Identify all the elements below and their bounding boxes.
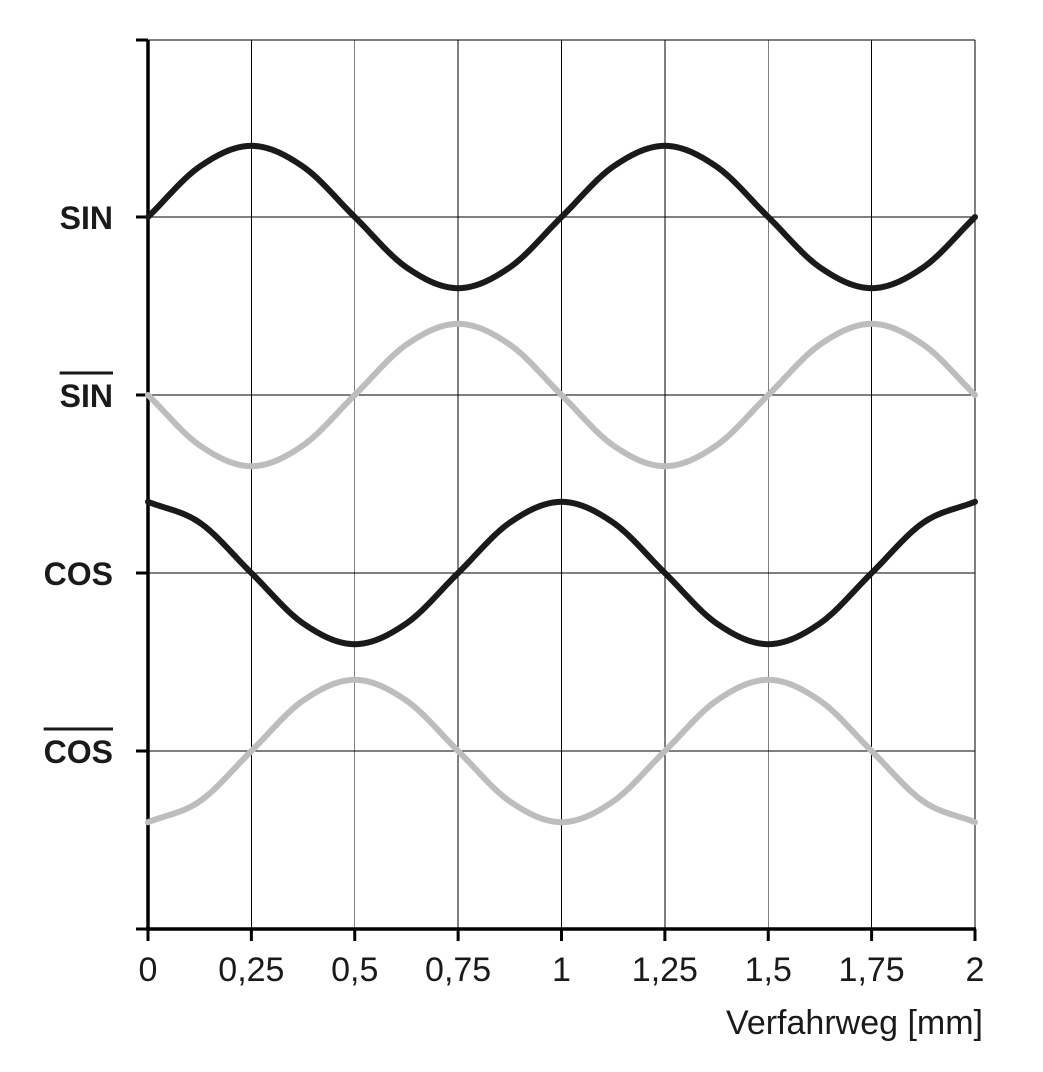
channel-label: SIN: [60, 200, 113, 236]
series-line-3: [145, 498, 978, 648]
grid: [148, 39, 976, 929]
channel-label: COS: [44, 734, 113, 770]
x-tick-label: 1: [552, 951, 571, 989]
channel-label: SIN: [60, 378, 113, 414]
series-line-2: [145, 320, 978, 470]
x-tick-label: 0,25: [218, 951, 284, 989]
x-tick-label: 1,25: [632, 951, 698, 989]
series-line-4: [145, 676, 978, 826]
x-tick-label: 1,75: [839, 951, 905, 989]
x-tick-label: 0,75: [425, 951, 491, 989]
x-axis-label: Verfahrweg [mm]: [726, 1004, 983, 1042]
series-line-1: [145, 142, 978, 292]
channel-label: COS: [44, 556, 113, 592]
series-group: [145, 142, 978, 826]
labels: 0 0,25 0,5 0,75 1 1,25 1,5 1,75 2 Verfahrweg [mm]…: [43, 200, 985, 1042]
axes: [136, 38, 977, 941]
x-tick-label: 2: [966, 951, 985, 989]
x-tick-label: 0: [139, 951, 158, 989]
x-tick-label: 1,5: [745, 951, 792, 989]
x-tick-label: 0,5: [331, 951, 378, 989]
